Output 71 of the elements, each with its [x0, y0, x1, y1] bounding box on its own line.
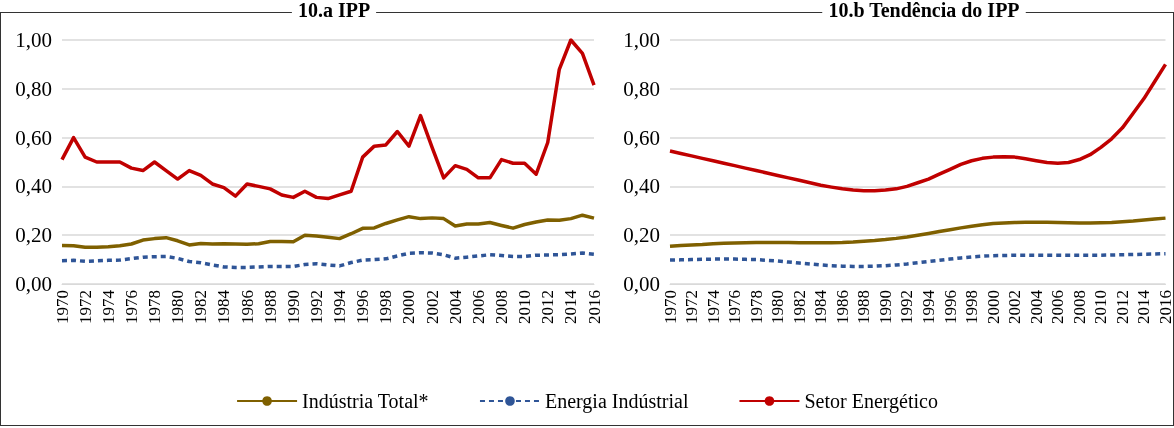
x-tick-label: 2000: [983, 290, 1003, 324]
x-tick-label: 2010: [515, 290, 535, 324]
y-tick-label: 0,20: [15, 223, 52, 248]
y-tick-label: 0,40: [15, 174, 52, 199]
x-tick-label: 1996: [353, 290, 373, 324]
x-tick-label: 2016: [1156, 290, 1174, 324]
x-tick-label: 1972: [75, 290, 95, 324]
y-tick-label: 0,80: [15, 76, 52, 101]
x-tick-label: 1972: [682, 290, 702, 324]
y-tick-label: 1,00: [623, 28, 660, 52]
x-tick-label: 1986: [832, 290, 852, 324]
line-series: [60, 251, 596, 270]
x-tick-label: 1982: [789, 290, 809, 324]
x-tick-label: 2008: [1069, 290, 1089, 324]
y-tick-label: 0,00: [623, 272, 660, 296]
x-tick-label: 1980: [768, 290, 788, 324]
x-tick-label: 2014: [561, 289, 581, 324]
x-tick-label: 2012: [1112, 290, 1132, 324]
line-series: [60, 213, 596, 249]
chart-title: 10.b Tendência do IPP: [828, 0, 1020, 21]
y-tick-label: 0,00: [15, 272, 52, 296]
x-tick-label: 2010: [1091, 290, 1111, 324]
x-tick-label: 2014: [1134, 289, 1154, 324]
chart-title: 10.a IPP: [297, 0, 371, 21]
x-tick-label: 1982: [191, 290, 211, 324]
x-tick-label: 1970: [660, 290, 680, 324]
x-tick-label: 1976: [725, 290, 745, 324]
y-tick-label: 0,60: [623, 125, 660, 150]
x-tick-label: 1990: [283, 290, 303, 324]
x-tick-label: 1984: [811, 289, 831, 324]
y-tick-label: 1,00: [15, 28, 52, 52]
line-series: [668, 62, 1168, 193]
x-tick-label: 1980: [168, 290, 188, 324]
x-tick-label: 1996: [940, 290, 960, 324]
x-tick-label: 1998: [962, 290, 982, 324]
y-tick-label: 0,40: [623, 174, 660, 199]
x-tick-label: 2016: [584, 290, 604, 324]
x-tick-label: 1984: [214, 289, 234, 324]
x-tick-label: 2006: [1048, 290, 1068, 324]
x-tick-label: 1994: [330, 289, 350, 324]
y-tick-label: 0,20: [623, 223, 660, 248]
x-tick-label: 1998: [376, 290, 396, 324]
x-tick-label: 2012: [538, 290, 558, 324]
x-tick-label: 2006: [468, 290, 488, 324]
x-tick-label: 1990: [875, 290, 895, 324]
x-tick-label: 1988: [854, 290, 874, 324]
x-tick-label: 2000: [399, 290, 419, 324]
x-tick-label: 1974: [703, 289, 723, 324]
legend-label: Indústria Total*: [302, 390, 429, 412]
x-tick-label: 1974: [98, 289, 118, 324]
x-tick-label: 2002: [1005, 290, 1025, 324]
line-series: [60, 38, 596, 201]
x-tick-label: 2002: [422, 290, 442, 324]
x-tick-label: 1978: [145, 290, 165, 324]
legend-label: Energia Indústrial: [544, 390, 689, 413]
x-tick-label: 1992: [306, 290, 326, 324]
x-tick-label: 1988: [260, 290, 280, 324]
x-tick-label: 2008: [491, 290, 511, 324]
y-tick-label: 0,60: [15, 125, 52, 150]
x-tick-label: 1986: [237, 290, 257, 324]
legend-label: Setor Energético: [804, 390, 938, 413]
x-tick-label: 1970: [52, 290, 72, 324]
x-tick-label: 1994: [919, 289, 939, 324]
line-series: [668, 216, 1168, 248]
x-tick-label: 1992: [897, 290, 917, 324]
x-tick-label: 2004: [1026, 289, 1046, 324]
line-series: [668, 251, 1168, 269]
x-tick-label: 1978: [746, 290, 766, 324]
x-tick-label: 1976: [121, 290, 141, 324]
y-tick-label: 0,80: [623, 76, 660, 101]
x-tick-label: 2004: [445, 289, 465, 324]
